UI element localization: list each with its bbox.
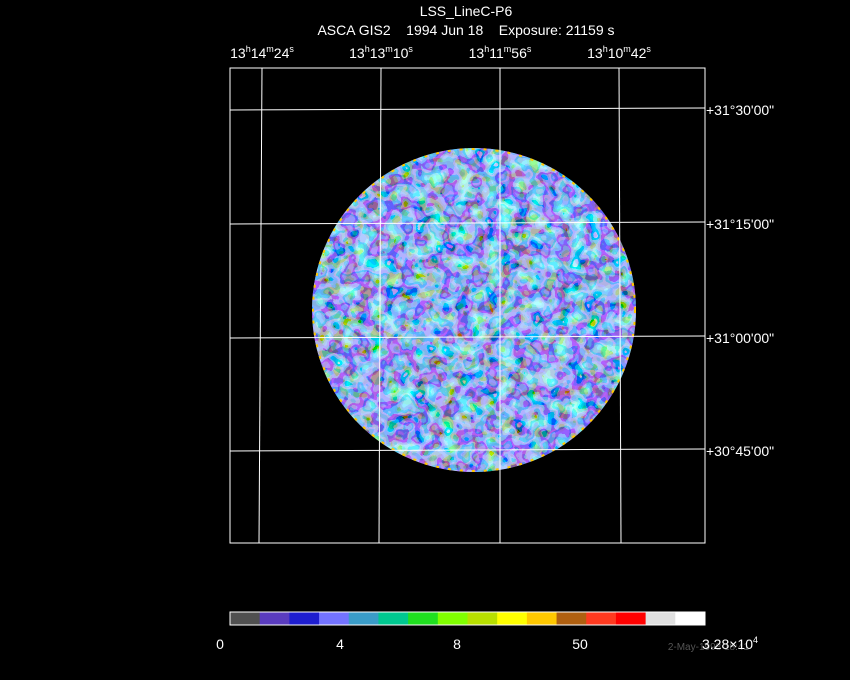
- colorbar-segment: [259, 612, 290, 625]
- colorbar-segment: [378, 612, 409, 625]
- text-part: 13: [587, 45, 603, 61]
- superscript: s: [408, 44, 413, 54]
- superscript: h: [246, 44, 251, 54]
- superscript: s: [646, 44, 651, 54]
- ra-label: 13h13m10s: [349, 44, 413, 61]
- text-part: 10: [393, 45, 409, 61]
- colorbar-label: 8: [453, 636, 461, 652]
- text-part: 13: [370, 45, 386, 61]
- colorbar-segment: [437, 612, 468, 625]
- superscript: 4: [753, 635, 758, 645]
- text-part: 11: [489, 45, 504, 61]
- colorbar-label: 50: [572, 636, 588, 652]
- text-part: 56: [511, 45, 527, 61]
- text-part: 13: [469, 45, 485, 61]
- colorbar-segment: [586, 612, 617, 625]
- colorbar-segment: [645, 612, 676, 625]
- superscript: h: [603, 44, 608, 54]
- superscript: m: [504, 44, 512, 54]
- colorbar-segment: [675, 612, 706, 625]
- colorbar-segment: [289, 612, 320, 625]
- ra-label: 13h10m42s: [587, 44, 651, 61]
- text-part: 3.28×10: [702, 636, 753, 652]
- dec-label: +30°45'00": [706, 443, 774, 459]
- text-part: 50: [572, 636, 588, 652]
- colorbar-label: 4: [336, 636, 344, 652]
- text-part: 13: [230, 45, 246, 61]
- colorbar-segment: [497, 612, 528, 625]
- colorbar-segment: [319, 612, 350, 625]
- ra-label: 13h14m24s: [230, 44, 294, 61]
- colorbar-segment: [230, 612, 261, 625]
- superscript: h: [365, 44, 370, 54]
- dec-label: +31°15'00": [706, 216, 774, 232]
- timestamp: 2-May-1998 18:41: [668, 642, 750, 653]
- superscript: m: [385, 44, 393, 54]
- disk-edge: [312, 148, 636, 472]
- title: LSS_LineC-P6: [420, 3, 513, 19]
- colorbar-segment: [467, 612, 498, 625]
- colorbar-label: 0: [216, 636, 224, 652]
- coordinate-grid: [229, 67, 706, 544]
- colorbar-segment: [348, 612, 379, 625]
- subtitle: ASCA GIS2 1994 Jun 18 Exposure: 21159 s: [317, 22, 614, 38]
- colorbar-segment: [526, 612, 558, 625]
- superscript: m: [266, 44, 274, 54]
- superscript: m: [623, 44, 631, 54]
- superscript: s: [527, 44, 532, 54]
- colorbar-frame: [229, 611, 706, 626]
- colorbar-label: 3.28×104: [702, 635, 758, 652]
- superscript: s: [289, 44, 294, 54]
- text-part: 13: [349, 45, 365, 61]
- dec-label: +31°00'00": [706, 330, 774, 346]
- colorbar-segment: [408, 612, 439, 625]
- colorbar-segment: [556, 612, 587, 625]
- dec-label: +31°30'00": [706, 102, 774, 118]
- text-part: 14: [251, 45, 267, 61]
- text-part: 24: [274, 45, 290, 61]
- text-part: 10: [608, 45, 624, 61]
- ra-label: 13h11m56s: [469, 44, 532, 61]
- colorbar-segment: [615, 612, 647, 625]
- text-part: 8: [453, 636, 461, 652]
- text-part: 4: [336, 636, 344, 652]
- xray-image: [312, 148, 636, 472]
- text-part: 0: [216, 636, 224, 652]
- text-part: 42: [631, 45, 647, 61]
- superscript: h: [484, 44, 489, 54]
